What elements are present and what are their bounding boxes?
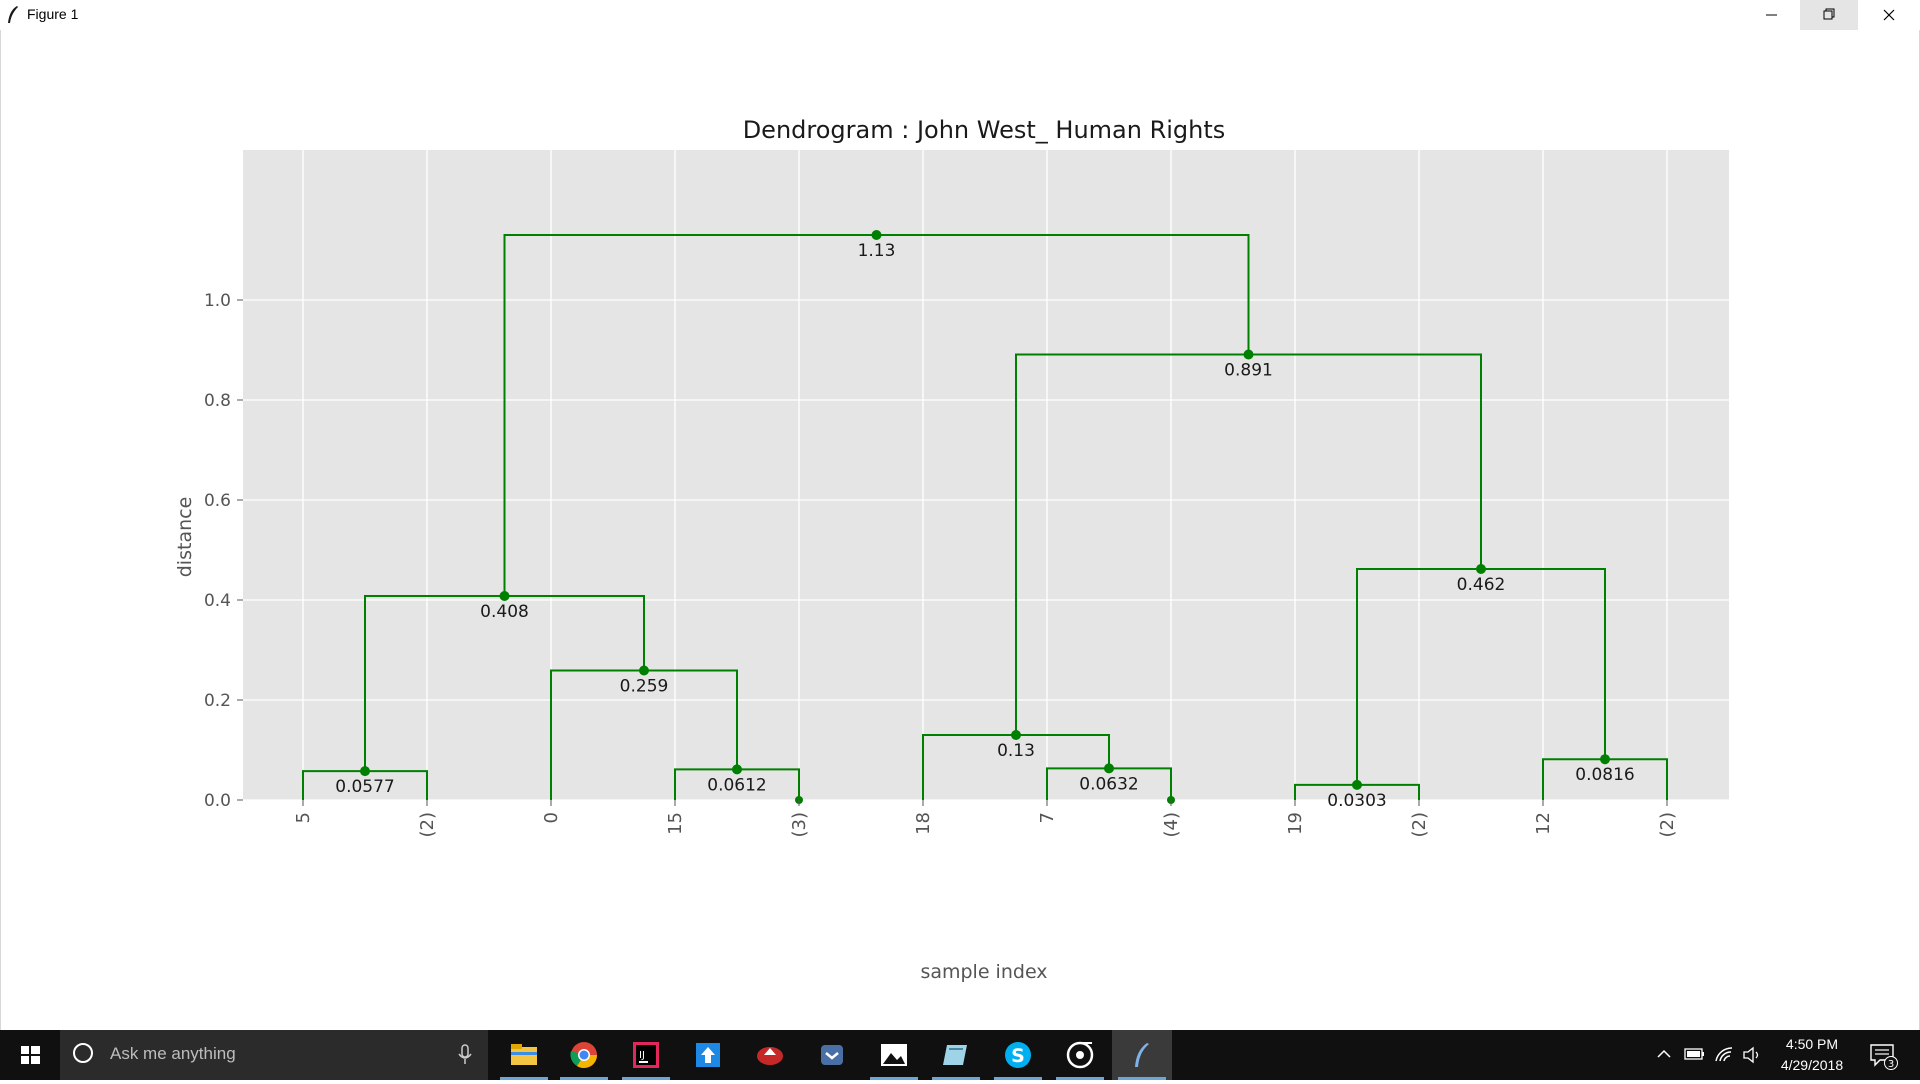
x-tick-label: (2) — [417, 812, 438, 838]
notes-app-button[interactable] — [926, 1030, 986, 1080]
y-tick-label: 0.2 — [204, 691, 231, 711]
merge-distance-label: 1.13 — [858, 241, 896, 261]
x-tick-label: 7 — [1037, 812, 1058, 823]
x-tick-label: 12 — [1533, 812, 1554, 835]
python-feather-icon — [1135, 1043, 1149, 1067]
start-button[interactable] — [0, 1030, 60, 1080]
x-tick-label: (4) — [1161, 812, 1182, 838]
merge-distance-label: 0.0632 — [1079, 774, 1138, 794]
search-input[interactable]: Ask me anything — [60, 1030, 488, 1080]
x-tick-label: 19 — [1285, 812, 1306, 835]
close-button[interactable] — [1858, 0, 1920, 30]
x-tick-label: 0 — [541, 812, 562, 823]
y-tick-label: 0.8 — [204, 391, 231, 411]
intellij-button[interactable]: IJ — [616, 1030, 676, 1080]
clock-date[interactable]: 4/29/2018 — [1780, 1057, 1844, 1073]
merge-distance-label: 0.462 — [1457, 575, 1506, 595]
x-tick-label: 5 — [293, 812, 314, 823]
x-tick-label: (2) — [1657, 812, 1678, 838]
merge-distance-label: 0.13 — [997, 741, 1035, 761]
x-tick-label: 15 — [665, 812, 686, 835]
skype-icon: S — [1005, 1042, 1031, 1068]
y-tick-label: 1.0 — [204, 291, 231, 311]
chrome-icon — [570, 1042, 598, 1069]
merge-point — [871, 230, 882, 240]
dendrogram-links: 0.0577 0.0612 0.259 0.408 0.0632 0.13 0.0303 0.… — [302, 230, 1668, 811]
notification-count: 3 — [1888, 1059, 1894, 1070]
grid-lines — [243, 150, 1729, 801]
merge-distance-label: 0.408 — [480, 602, 529, 622]
cortana-icon — [73, 1043, 93, 1063]
plot-area — [243, 150, 1729, 800]
x-tick-label: (2) — [1409, 812, 1430, 838]
photos-icon — [881, 1044, 907, 1066]
groove-button[interactable] — [1050, 1030, 1110, 1080]
chevron-up-icon[interactable] — [1656, 1046, 1672, 1062]
notes-app-icon — [943, 1045, 967, 1065]
file-explorer-button[interactable] — [494, 1030, 554, 1080]
merge-distance-label: 0.259 — [620, 677, 669, 697]
x-axis-label: sample index — [920, 961, 1047, 983]
merge-distance-label: 0.0303 — [1327, 791, 1386, 811]
chrome-button[interactable] — [554, 1030, 614, 1080]
restore-button[interactable] — [1800, 0, 1858, 30]
microphone-icon[interactable] — [458, 1044, 472, 1066]
y-tick-label: 0.4 — [204, 591, 231, 611]
groove-icon — [1066, 1041, 1094, 1069]
dendrogram-chart: 0.0577 0.06120.2590.4080.06320.130.03030.… — [174, 116, 1729, 983]
skype-button[interactable]: S — [988, 1030, 1048, 1080]
feather-app-icon — [6, 5, 20, 25]
chart-title: Dendrogram : John West_ Human Rights — [743, 116, 1226, 144]
red-app-icon — [757, 1047, 783, 1065]
merge-distance-label: 0.0612 — [707, 775, 766, 795]
window-title: Figure 1 — [27, 6, 79, 22]
red-app-button[interactable] — [740, 1030, 800, 1080]
y-tick-label: 0.0 — [204, 791, 231, 811]
clock-time[interactable]: 4:50 PM — [1785, 1036, 1839, 1052]
python-figure-button[interactable] — [1112, 1030, 1172, 1080]
y-axis-label: distance — [174, 497, 196, 578]
wifi-icon[interactable] — [1714, 1046, 1734, 1064]
volume-icon[interactable] — [1742, 1046, 1762, 1064]
battery-icon[interactable] — [1684, 1046, 1706, 1062]
x-tick-label: 18 — [913, 812, 934, 835]
upload-app-button[interactable] — [678, 1030, 738, 1080]
notification-center-icon[interactable]: 3 — [1868, 1042, 1898, 1070]
window-titlebar: Figure 1 — [0, 0, 1920, 30]
photos-button[interactable] — [864, 1030, 924, 1080]
merge-distance-label: 0.891 — [1224, 361, 1273, 381]
file-explorer-icon — [511, 1044, 537, 1065]
windows-logo-icon — [21, 1046, 40, 1064]
intellij-icon: IJ — [633, 1042, 659, 1068]
svg-text:IJ: IJ — [639, 1050, 645, 1061]
svg-text:S: S — [1011, 1045, 1025, 1067]
x-tick-label: (3) — [789, 812, 810, 838]
merge-distance-label: 0.0816 — [1575, 765, 1634, 785]
axes: 0.0 0.2 0.4 0.6 0.8 1.0 5 (2) 0 15 (3) 18 7 (4) 19 (2) 1… — [204, 291, 1678, 838]
merge-distance-label: 0.0577 — [335, 777, 394, 797]
pocket-icon — [821, 1045, 843, 1065]
figure-canvas: 0.0577 0.0612 0.259 0.408 0.0632 0.13 0.0303 0.… — [0, 30, 1920, 1030]
taskbar: Ask me anything IJ — [0, 1030, 1920, 1080]
pocket-button[interactable] — [802, 1030, 862, 1080]
search-placeholder: Ask me anything — [110, 1044, 236, 1063]
minimize-button[interactable] — [1742, 0, 1800, 30]
y-tick-label: 0.6 — [204, 491, 231, 511]
upload-app-icon — [696, 1043, 720, 1067]
